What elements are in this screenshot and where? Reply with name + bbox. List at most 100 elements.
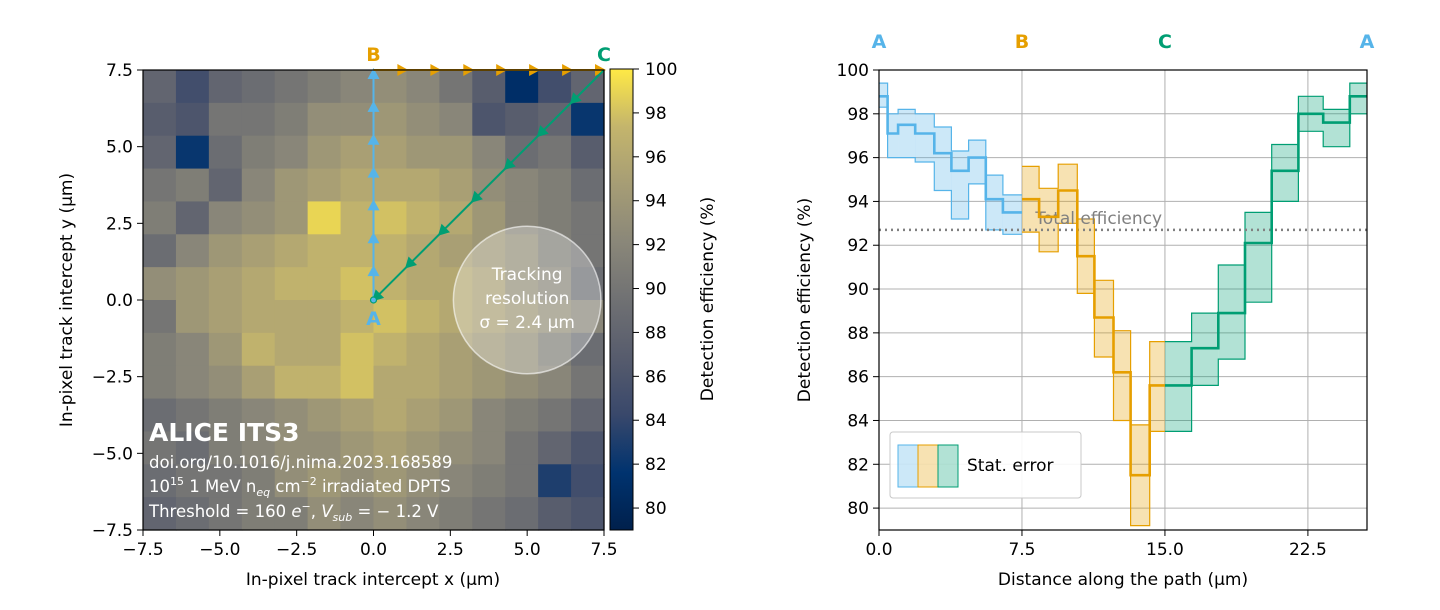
heatmap-cell (175, 267, 210, 301)
heatmap-cell (406, 464, 440, 498)
path-arrowhead (367, 199, 380, 211)
heatmap-cell (373, 431, 408, 465)
heatmap-cell (538, 267, 572, 301)
heatmap-cell (307, 497, 342, 531)
heatmap-cell (175, 464, 210, 498)
heatmap-cell (208, 431, 243, 465)
heatmap-cell (208, 300, 243, 334)
heatmap-cell (143, 464, 177, 498)
heatmap-cell (505, 497, 539, 531)
path-arrowhead (404, 256, 418, 269)
colorbar-tick-label: 82 (645, 455, 667, 475)
step-plot-x-ticks: 0.0 7.5 15.0 22.5 (865, 530, 1327, 560)
heatmap-cells (143, 70, 605, 531)
heatmap-cell (472, 102, 506, 137)
path-point-labels: A B C (366, 44, 611, 330)
heatmap-cell (439, 234, 473, 268)
heatmap-cell (241, 70, 276, 104)
annotation-title: ALICE ITS3 (149, 418, 299, 447)
heatmap-cell (175, 431, 210, 465)
y-tick-label: 94 (847, 192, 869, 212)
heatmap-cell (143, 431, 177, 465)
heatmap-cell (208, 135, 243, 170)
error-band-bin (934, 127, 952, 191)
heatmap-cell (241, 497, 276, 531)
y-tick-label: 96 (847, 149, 869, 169)
tracking-resolution-disc (452, 225, 602, 375)
heatmap-cell (175, 201, 210, 235)
top-label-3: C (1158, 31, 1172, 53)
heatmap-cell (241, 464, 276, 498)
legend-label: Stat. error (967, 456, 1054, 476)
heatmap-cell (340, 70, 375, 104)
heatmap-cell (175, 300, 210, 334)
heatmap-cell (208, 168, 243, 203)
heatmap-cell (439, 267, 473, 301)
y-tick-label: 100 (837, 61, 869, 81)
heatmap-cell (208, 267, 243, 301)
step-lines (879, 95, 1367, 477)
annotation-threshold: Threshold = 160 e−, Vsub = − 1.2 V (148, 500, 439, 524)
heatmap-cell (307, 365, 342, 400)
error-band-bin (1323, 109, 1350, 147)
heatmap-cell (538, 365, 572, 400)
heatmap-cell (571, 168, 605, 203)
heatmap-cell (373, 464, 408, 498)
heatmap-cell (143, 332, 177, 367)
heatmap-cell (505, 234, 539, 268)
heatmap-cell (208, 234, 243, 268)
heatmap-cell (307, 135, 342, 170)
heatmap-cell (241, 168, 276, 203)
y-tick-label: 80 (847, 499, 869, 519)
heatmap-cell (274, 234, 309, 268)
heatmap-cell (274, 365, 309, 400)
path-arrowhead (367, 166, 380, 178)
heatmap-cell (143, 398, 177, 433)
alice-annotation: ALICE ITS3 doi.org/10.1016/j.nima.2023.1… (148, 418, 452, 524)
heatmap-cell (505, 365, 539, 400)
heatmap-cell (373, 201, 408, 235)
error-band-bin (1245, 212, 1272, 303)
heatmap-cell (307, 267, 342, 301)
heatmap-cell (571, 234, 605, 268)
heatmap-cell (439, 365, 473, 400)
heatmap-cell (208, 201, 243, 235)
path-arrowhead (367, 100, 380, 112)
heatmap-cell (143, 135, 177, 170)
heatmap-cell (505, 464, 539, 498)
error-band-bin (1002, 194, 1022, 235)
heatmap-cell (505, 168, 539, 203)
heatmap-cell (340, 102, 375, 137)
colorbar (609, 68, 634, 531)
heatmap-cell (373, 234, 408, 268)
heatmap-cell (143, 201, 177, 235)
heatmap-cell (241, 332, 276, 367)
colorbar-tick-label: 84 (645, 411, 667, 431)
path-arrowhead (367, 68, 380, 79)
heatmap-cell (274, 398, 309, 433)
y-tick-label: 90 (847, 280, 869, 300)
x-tick-label: −2.5 (276, 540, 317, 560)
heatmap-cell (340, 267, 375, 301)
y-tick-label: −7.5 (92, 521, 133, 541)
heatmap-cell (472, 135, 506, 170)
path-arrowhead (437, 223, 451, 236)
heatmap-cell (307, 398, 342, 433)
heatmap-cell (472, 234, 506, 268)
y-tick-label: 0.0 (106, 291, 133, 311)
heatmap-cell (373, 365, 408, 400)
y-tick-label: 84 (847, 411, 869, 431)
y-tick-label: 86 (847, 368, 869, 388)
error-band-bin (1271, 144, 1299, 202)
heatmap-cell (505, 431, 539, 465)
path-arrowhead (536, 125, 549, 138)
heatmap-cell (406, 135, 440, 170)
heatmap-cell (307, 70, 342, 104)
heatmap-cell (571, 201, 605, 235)
heatmap-cell (571, 464, 605, 498)
y-tick-label: 92 (847, 236, 869, 256)
heatmap-cell (406, 332, 440, 367)
heatmap-cell (175, 168, 210, 203)
heatmap-cell (373, 135, 408, 170)
